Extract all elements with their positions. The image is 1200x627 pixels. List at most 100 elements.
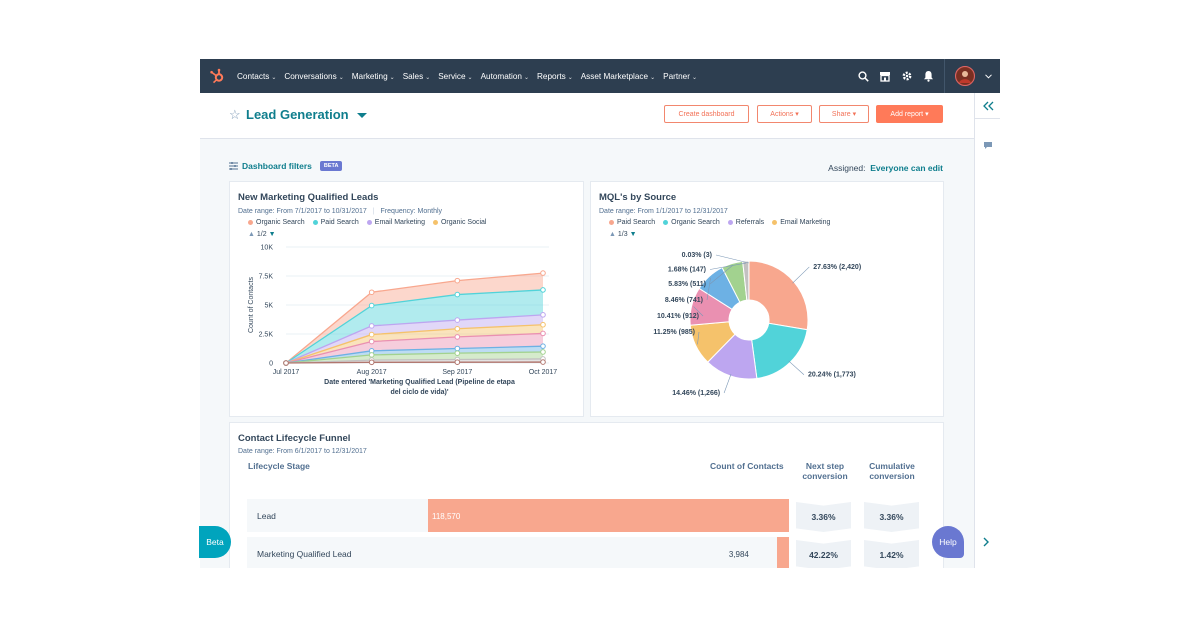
legend-dot (248, 219, 253, 225)
hubspot-logo-icon[interactable] (209, 68, 225, 84)
title-dropdown-caret-icon[interactable] (357, 113, 367, 118)
col-cum-line2: conversion (869, 471, 915, 481)
legend-item[interactable]: Paid Search (312, 219, 359, 226)
create-dashboard-button[interactable]: Create dashboard (664, 105, 749, 123)
legend-item[interactable]: Email Marketing (772, 219, 830, 226)
cumulative-conversion: 1.42% (864, 540, 919, 568)
source-report-card: MQL's by Source Date range: From 1/1/201… (590, 181, 944, 417)
y-tick-label: 10K (261, 245, 274, 252)
series-line (285, 345, 544, 364)
top-navigation: Contacts ⌄ Conversations ⌄ Marketing ⌄ Sale… (200, 59, 1000, 93)
mql-report-title[interactable]: New Marketing Qualified Leads (238, 192, 379, 203)
legend-label: Email Marketing (374, 219, 425, 226)
slice-label: 10.41% (912) (657, 313, 699, 320)
filter-lines-icon (229, 162, 238, 170)
nav-automation[interactable]: Automation ⌄ (480, 71, 530, 81)
series-area (286, 324, 543, 363)
nav-conversations[interactable]: Conversations ⌄ (284, 71, 344, 81)
x-axis-title-line: Date entered 'Marketing Qualified Lead (… (324, 379, 515, 386)
nav-asset-marketplace[interactable]: Asset Marketplace ⌄ (580, 71, 656, 81)
nav-contacts[interactable]: Contacts ⌄ (237, 71, 277, 81)
search-icon[interactable] (858, 70, 869, 82)
share-caret-icon: ▾ (852, 111, 857, 118)
series-line (285, 361, 544, 364)
legend-item[interactable]: Email Marketing (366, 219, 425, 226)
pager-up-icon[interactable]: ▲ (248, 231, 255, 238)
legend-item[interactable]: Organic Search (248, 219, 305, 226)
legend-item[interactable]: Paid Search (609, 219, 655, 226)
marketplace-icon[interactable] (879, 71, 891, 82)
dashboard-filters-label[interactable]: Dashboard filters (242, 161, 312, 171)
data-point (540, 343, 546, 349)
favorite-star-icon[interactable]: ☆ (229, 107, 241, 122)
data-point (368, 289, 375, 296)
leader-line (709, 262, 746, 270)
mql-frequency-text: Frequency: Monthly (380, 208, 443, 215)
chevron-right-icon[interactable] (983, 537, 990, 547)
comment-icon[interactable] (983, 141, 993, 150)
legend-label: Paid Search (320, 219, 359, 226)
avatar[interactable] (955, 66, 975, 86)
page-title[interactable]: Lead Generation (246, 107, 349, 122)
y-tick-label: 5K (264, 303, 273, 310)
legend-item[interactable]: Referrals (727, 219, 764, 226)
col-next-line2: conversion (802, 471, 848, 481)
cumulative-conversion: 3.36% (864, 502, 919, 532)
data-point (454, 345, 461, 352)
collapse-double-chevron-icon[interactable] (983, 101, 994, 111)
dashboard-filters[interactable]: Dashboard filters BETA (229, 161, 343, 171)
x-tick-label: Oct 2017 (529, 369, 558, 376)
leader-line (693, 306, 704, 317)
chevron-down-icon[interactable] (985, 73, 992, 79)
slice-label: 0.03% (3) (682, 252, 712, 259)
nav-service[interactable]: Service ⌄ (438, 71, 473, 81)
series-line (285, 332, 544, 364)
pie-slice (748, 260, 809, 331)
gear-icon[interactable] (901, 70, 913, 82)
y-axis-title: Count of Contacts (248, 276, 255, 333)
legend-dot (432, 219, 438, 225)
assigned-value-link[interactable]: Everyone can edit (870, 163, 943, 173)
funnel-bar[interactable] (428, 499, 789, 532)
assigned-label: Assigned: (828, 163, 866, 173)
pie-slice (751, 322, 808, 380)
pager-text: 1/2 (256, 231, 267, 238)
x-axis-title-line: del ciclo de vida)' (390, 389, 448, 396)
series-line (285, 324, 544, 364)
actions-caret-icon: ▾ (795, 111, 799, 118)
legend-dot (609, 219, 614, 225)
nav-partner[interactable]: Partner ⌄ (663, 71, 697, 81)
data-point (454, 350, 461, 356)
funnel-report-title[interactable]: Contact Lifecycle Funnel (238, 433, 351, 444)
col-cum-line1: Cumulative (869, 461, 915, 471)
beta-feedback-button[interactable]: Beta (199, 526, 231, 558)
mql-report-card: New Marketing Qualified Leads Date range… (229, 181, 584, 417)
source-report-title[interactable]: MQL's by Source (599, 192, 677, 203)
legend-item[interactable]: Organic Social (432, 219, 487, 226)
nav-sales[interactable]: Sales ⌄ (402, 71, 431, 81)
slice-label: 20.24% (1,773) (808, 372, 856, 379)
pager-down-icon[interactable]: ▼ (629, 231, 637, 238)
legend-label: Organic Social (440, 219, 487, 226)
slice-label: 14.46% (1,266) (672, 390, 720, 397)
actions-button[interactable]: Actions ▾ (757, 105, 812, 123)
data-point (368, 323, 375, 329)
series-line (285, 351, 544, 364)
beta-badge: BETA (319, 161, 343, 171)
legend-pager: ▲ 1/2 ▼ (248, 231, 276, 238)
share-button[interactable]: Share ▾ (819, 105, 869, 123)
data-point (454, 277, 461, 284)
legend-item[interactable]: Organic Search (663, 219, 720, 226)
pager-down-icon[interactable]: ▼ (268, 231, 276, 238)
bell-icon[interactable] (923, 70, 934, 82)
help-button[interactable]: Help (932, 526, 964, 558)
data-point (540, 287, 546, 293)
pager-up-icon[interactable]: ▲ (609, 231, 616, 238)
share-label: Share (831, 110, 851, 118)
add-report-button[interactable]: Add report ▾ (876, 105, 943, 123)
slice-label: 11.25% (985) (653, 329, 695, 336)
nav-marketing[interactable]: Marketing ⌄ (351, 71, 395, 81)
funnel-bar[interactable] (776, 537, 789, 568)
nav-reports[interactable]: Reports ⌄ (537, 71, 573, 81)
funnel-row[interactable]: Marketing Qualified Lead (247, 537, 789, 568)
